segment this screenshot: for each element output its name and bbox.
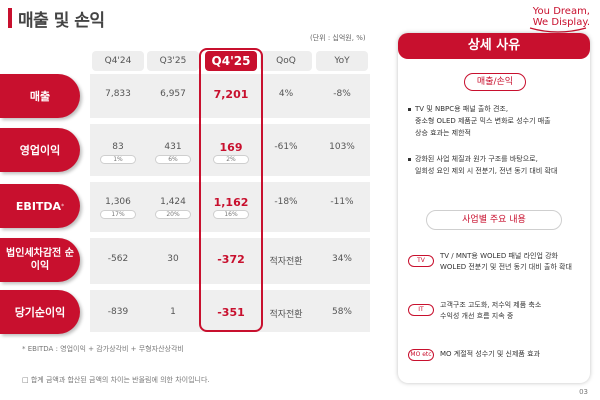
logo-line1: You Dream, (532, 6, 590, 17)
ebitda-footnote: * EBITDA : 영업이익 + 감가상각비 + 무형자산상각비 (22, 345, 184, 353)
ebitda-margin-q3-25: 20% (155, 210, 191, 219)
revenue-q4-24: 7,833 (105, 89, 131, 99)
tag-mo-etc: MO etc (408, 349, 434, 361)
op-margin-q3-25: 6% (155, 155, 191, 164)
op-income-q3-25: 431 (164, 142, 182, 152)
tv-item-text: TV / MNT용 WOLED 패널 라인업 강화 WOLED 전분기 및 전년… (440, 252, 572, 271)
row-band-net-income (90, 290, 370, 332)
ebitda-q4-25: 1,162 (213, 196, 249, 209)
section-revenue-pill: 매출/손익 (464, 73, 526, 91)
pretax-yoy: 34% (331, 254, 352, 264)
current-quarter-highlight (199, 48, 263, 332)
row-label-net-income: 당기순이익 (0, 290, 80, 334)
revenue-q3-25: 6,957 (160, 89, 186, 99)
row-label-ebitda: EBITDA * (0, 184, 80, 228)
op-income-q4-24: 83 (112, 142, 124, 152)
header-q4-25: Q4'25 (205, 51, 257, 71)
rounding-footnote: □ 합계 금액과 합산된 금액의 차이는 반올림에 의한 차이입니다. (22, 376, 210, 384)
page-title: 매출 및 손익 (18, 11, 105, 31)
net-income-yoy: 58% (331, 307, 352, 317)
ebitda-qoq: -18% (274, 197, 298, 207)
ebitda-margin-q4-25: 16% (213, 210, 249, 219)
op-income-qoq: -61% (274, 142, 298, 152)
revenue-bullet-1: TV 및 NBPC용 패널 출하 견조, 중소형 OLED 제품군 믹스 변화로… (408, 103, 551, 139)
net-income-q4-25: -351 (217, 306, 245, 319)
tag-it: IT (408, 304, 434, 316)
section-business-pill: 사업별 주요 내용 (426, 210, 562, 230)
net-income-q3-25: 1 (170, 307, 176, 317)
row-band-op-income (90, 124, 370, 176)
ebitda-margin-q4-24: 17% (100, 210, 136, 219)
row-label-pretax-income: 법인세차감전 순이익 (0, 238, 80, 282)
logo-line2: We Display. (532, 17, 590, 28)
header-q3-25: Q3'25 (147, 51, 199, 71)
tag-tv: TV (408, 255, 434, 267)
header-q4-24: Q4'24 (92, 51, 144, 71)
ebitda-q4-24: 1,306 (105, 197, 131, 207)
page-number: 03 (579, 388, 588, 396)
revenue-bullet-2: 강화된 사업 체질과 원가 구조를 바탕으로, 일회성 요인 제외 시 전분기,… (408, 153, 557, 177)
ebitda-q3-25: 1,424 (160, 197, 186, 207)
op-income-q4-25: 169 (219, 141, 243, 154)
bullet-dot-icon (408, 107, 411, 111)
bullet-dot-icon (408, 157, 411, 161)
op-income-yoy: 103% (329, 142, 355, 152)
row-label-revenue: 매출 (0, 74, 80, 118)
row-label-op-income: 영업이익 (0, 128, 80, 172)
revenue-qoq: 4% (278, 89, 294, 99)
net-income-qoq: 적자전환 (269, 310, 303, 320)
revenue-q4-25: 7,201 (213, 88, 249, 101)
pretax-q4-24: -562 (107, 254, 129, 264)
op-margin-q4-24: 1% (100, 155, 136, 164)
detail-panel: 상세 사유 매출/손익 TV 및 NBPC용 패널 출하 견조, 중소형 OLE… (398, 33, 590, 383)
title-accent-bar (8, 8, 12, 28)
pretax-qoq: 적자전환 (269, 257, 303, 267)
row-band-revenue (90, 74, 370, 118)
ebitda-yoy: -11% (330, 197, 354, 207)
panel-title: 상세 사유 (398, 33, 590, 59)
brand-logo: You Dream, We Display. (529, 6, 590, 33)
header-qoq: QoQ (260, 51, 312, 71)
net-income-q4-24: -839 (107, 307, 129, 317)
op-margin-q4-25: 2% (213, 155, 249, 164)
it-item-text: 고객구조 고도화, 저수익 제품 축소 수익성 개선 흐름 지속 중 (440, 301, 542, 320)
pretax-q4-25: -372 (217, 253, 245, 266)
header-yoy: YoY (316, 51, 368, 71)
pretax-q3-25: 30 (167, 254, 179, 264)
revenue-yoy: -8% (333, 89, 351, 99)
row-band-pretax (90, 238, 370, 284)
row-band-ebitda (90, 182, 370, 232)
unit-note: (단위 : 십억원, %) (310, 34, 366, 42)
logo-swoosh-icon (529, 27, 587, 33)
mo-item-text: MO 계절적 성수기 및 신제품 효과 (440, 350, 540, 358)
